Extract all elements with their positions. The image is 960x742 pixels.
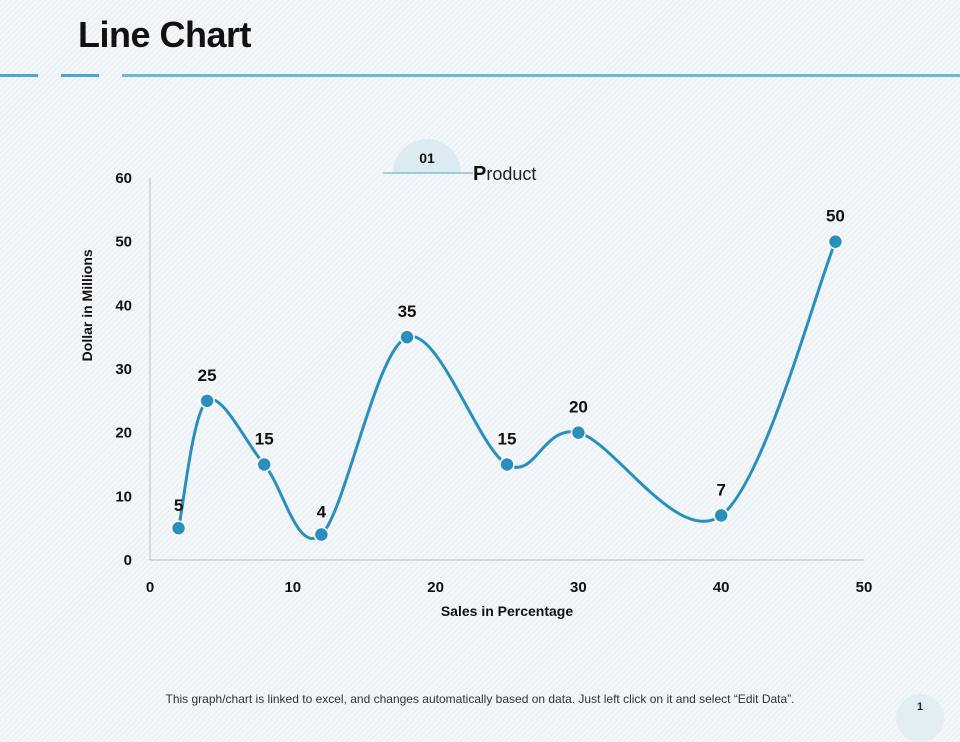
y-axis-title: Dollar in Millions: [79, 249, 95, 361]
slide-title: Line Chart: [78, 14, 252, 55]
series-badge-shape: [393, 139, 461, 173]
legend-series-name: Product: [473, 163, 536, 185]
data-label: 15: [498, 430, 517, 449]
x-tick-label: 50: [856, 579, 873, 596]
data-point[interactable]: [313, 526, 330, 543]
data-point[interactable]: [713, 507, 729, 524]
data-label: 35: [398, 302, 417, 321]
series-line: [177, 241, 837, 540]
chart-legend: 01 Product: [383, 139, 536, 185]
data-label: 4: [317, 503, 327, 522]
x-tick-label: 20: [427, 579, 444, 596]
data-point[interactable]: [570, 424, 587, 441]
y-tick-label: 10: [115, 488, 132, 505]
data-label: 7: [716, 480, 725, 499]
data-point[interactable]: [199, 393, 215, 409]
page-number-badge: 1: [896, 694, 944, 742]
data-point[interactable]: [499, 456, 515, 473]
x-axis-title: Sales in Percentage: [441, 603, 574, 619]
series-badge-number: 01: [419, 150, 435, 166]
chart-axes: 0 10 20 30 40 50 60 0 10 20 30 40 50: [115, 170, 872, 596]
data-label: 20: [569, 398, 588, 417]
title-rule: [122, 74, 960, 77]
data-label: 50: [826, 207, 845, 226]
x-tick-label: 30: [570, 579, 587, 596]
title-rule-segment: [0, 74, 38, 77]
data-point[interactable]: [827, 233, 844, 250]
footer-note: This graph/chart is linked to excel, and…: [165, 692, 795, 706]
y-tick-label: 30: [115, 361, 132, 378]
y-tick-label: 0: [124, 552, 132, 569]
y-tick-label: 40: [115, 297, 132, 314]
x-tick-label: 40: [713, 579, 730, 596]
data-label: 25: [198, 366, 217, 385]
data-point[interactable]: [170, 520, 187, 536]
data-point[interactable]: [256, 456, 272, 473]
y-tick-label: 50: [115, 234, 132, 251]
data-point[interactable]: [399, 329, 415, 345]
y-tick-label: 20: [115, 425, 132, 442]
x-tick-label: 10: [284, 579, 301, 596]
chart-series: 5 25 15 4 35 15 20 7 50: [170, 207, 845, 543]
title-rule-segment: [61, 74, 99, 77]
data-label: 15: [255, 430, 274, 449]
y-tick-label: 60: [115, 170, 132, 187]
x-tick-label: 0: [146, 579, 154, 596]
data-label: 5: [174, 496, 183, 515]
